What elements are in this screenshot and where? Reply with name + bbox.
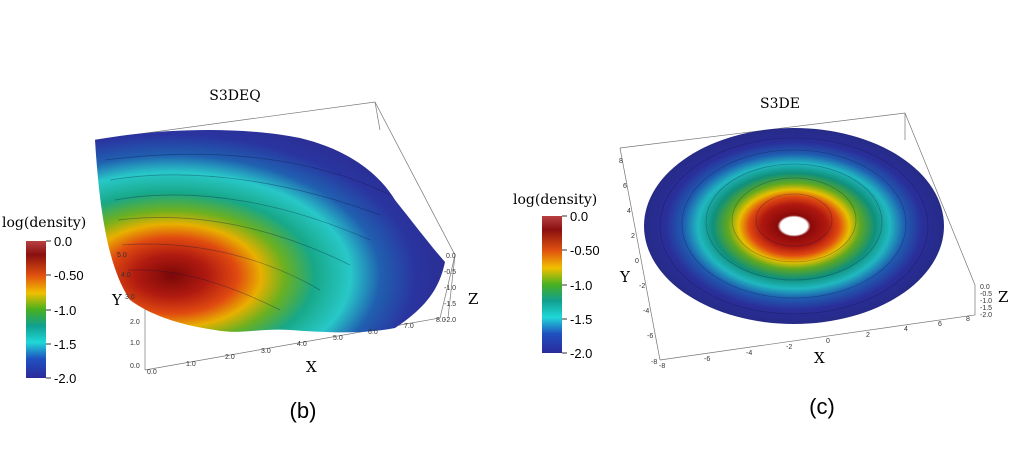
panel-c-colorbar-tick: -0.50 xyxy=(570,243,600,258)
panel-b-x-tick: 7.0 xyxy=(404,323,414,330)
panel-c-y-axis-label: Y xyxy=(619,268,631,286)
panel-c-colorbar-tick: 0.0 xyxy=(570,209,588,224)
panel-c-colorbar: log(density) 0.0 -0.50 -1.0 -1.5 -2.0 xyxy=(513,192,600,361)
panel-c-z-tick: -1.5 xyxy=(980,305,992,312)
panel-c-y-tick: -6 xyxy=(647,333,653,340)
panel-b-colorbar: log(density) 0.0 -0.50 -1.0 -1.5 -2.0 xyxy=(2,215,86,386)
panel-c-y-tick: 0 xyxy=(635,258,639,265)
panel-b-z-tick: -0.5 xyxy=(444,269,456,276)
panel-c-x-tick: -6 xyxy=(704,356,710,363)
panel-b-y-tick: 4.0 xyxy=(121,272,131,279)
panel-c-x-tick: 0 xyxy=(826,338,830,345)
panel-b-y-tick: 2.0 xyxy=(130,319,140,326)
panel-c-caption: (c) xyxy=(809,394,835,419)
panel-b-x-axis-label: X xyxy=(306,358,317,376)
panel-c-y-tick: -2 xyxy=(639,283,645,290)
panel-b-colorbar-tick: -2.0 xyxy=(54,371,76,386)
panel-c-x-tick: 6 xyxy=(938,321,942,328)
panel-c-x-tick: -4 xyxy=(746,350,752,357)
panel-c-z-tick: -0.5 xyxy=(980,291,992,298)
panel-c-x-tick: 4 xyxy=(904,326,908,333)
panel-b-x-tick: 1.0 xyxy=(186,361,196,368)
panel-b-y-axis-label: Y xyxy=(111,291,123,309)
panel-c-surface-ripples xyxy=(659,137,929,315)
panel-b-x-tick: 5.0 xyxy=(333,335,343,342)
panel-b-x-tick: 8.0 xyxy=(436,317,446,324)
panel-b-caption: (b) xyxy=(290,398,317,423)
panel-b-colorbar-tick: 0.0 xyxy=(54,234,72,249)
panel-c-y-tick: 6 xyxy=(623,183,627,190)
panel-c-colorbar-tick: -1.5 xyxy=(570,312,592,327)
panel-c-colorbar-gradient xyxy=(542,216,562,353)
panel-c-density-surface xyxy=(644,128,944,324)
panel-b-title: S3DEQ xyxy=(209,88,260,104)
panel-c-y-tick: 8 xyxy=(619,158,623,165)
panel-c-y-tick: -4 xyxy=(643,308,649,315)
panel-c-x-tick: 8 xyxy=(966,316,970,323)
panel-b-y-ticks: 0.0 1.0 2.0 3.0 4.0 5.0 xyxy=(117,252,140,370)
panel-c-x-axis-label: X xyxy=(814,349,825,367)
panel-b-z-axis-label: Z xyxy=(468,290,478,308)
panel-b-y-tick: 0.0 xyxy=(130,363,140,370)
panel-c: S3DE Y X Z -8 -6 -4 -2 0 2 4 6 8 xyxy=(513,96,1008,419)
panel-c-y-tick: 4 xyxy=(627,208,631,215)
panel-b-y-tick: 3.0 xyxy=(125,294,135,301)
panel-b-x-tick: 3.0 xyxy=(261,348,271,355)
panel-b-y-tick: 5.0 xyxy=(117,252,127,259)
panel-b-z-tick: -2.0 xyxy=(444,317,456,324)
panel-c-x-tick: -8 xyxy=(659,363,665,370)
panel-b-z-tick: -1.5 xyxy=(444,301,456,308)
panel-b-x-tick: 0.0 xyxy=(147,369,157,376)
panel-c-x-ticks: -8 -6 -4 -2 0 2 4 6 8 xyxy=(659,316,970,370)
panel-b: S3DEQ Y X Z 0.0 1.0 2.0 3.0 4.0 xyxy=(2,88,478,423)
panel-c-z-tick: -1.0 xyxy=(980,298,992,305)
panel-c-z-ticks: 0.0 -0.5 -1.0 -1.5 -2.0 xyxy=(980,284,992,319)
panel-b-colorbar-tick: -0.50 xyxy=(54,268,84,283)
panel-c-bounding-box xyxy=(619,112,976,361)
panel-b-colorbar-tick: -1.0 xyxy=(54,303,76,318)
panel-c-z-tick: -2.0 xyxy=(980,312,992,319)
panel-b-density-surface xyxy=(95,129,445,333)
panel-b-z-tick: -1.0 xyxy=(444,285,456,292)
panel-c-title: S3DE xyxy=(760,96,800,112)
panel-c-colorbar-label: log(density) xyxy=(513,192,597,208)
panel-c-y-tick: -8 xyxy=(651,359,657,366)
panel-c-z-axis-label: Z xyxy=(998,288,1008,306)
panel-b-surface-ripples xyxy=(104,153,391,311)
panel-c-x-tick: 2 xyxy=(866,332,870,339)
panel-c-colorbar-tick: -2.0 xyxy=(570,346,592,361)
panel-b-colorbar-label: log(density) xyxy=(2,215,86,231)
panel-b-x-tick: 4.0 xyxy=(297,341,307,348)
panel-c-colorbar-tick: -1.0 xyxy=(570,278,592,293)
panel-c-y-tick: 2 xyxy=(631,233,635,240)
panel-b-colorbar-tick: -1.5 xyxy=(54,337,76,352)
panel-b-x-tick: 6.0 xyxy=(368,329,378,336)
panel-b-x-ticks: 0.0 1.0 2.0 3.0 4.0 5.0 6.0 7.0 8.0 xyxy=(147,317,446,376)
panel-b-z-ticks: 0.0 -0.5 -1.0 -1.5 -2.0 xyxy=(444,253,456,324)
panel-c-x-tick: -2 xyxy=(786,344,792,351)
panel-c-y-ticks: -8 -6 -4 -2 0 2 4 6 8 xyxy=(619,158,657,366)
panel-b-z-tick: 0.0 xyxy=(446,253,456,260)
panel-b-x-tick: 2.0 xyxy=(225,354,235,361)
panel-b-colorbar-gradient xyxy=(26,241,46,378)
panel-b-y-tick: 1.0 xyxy=(130,340,140,347)
panel-c-z-tick: 0.0 xyxy=(980,284,990,291)
panel-b-bounding-box xyxy=(94,101,456,371)
